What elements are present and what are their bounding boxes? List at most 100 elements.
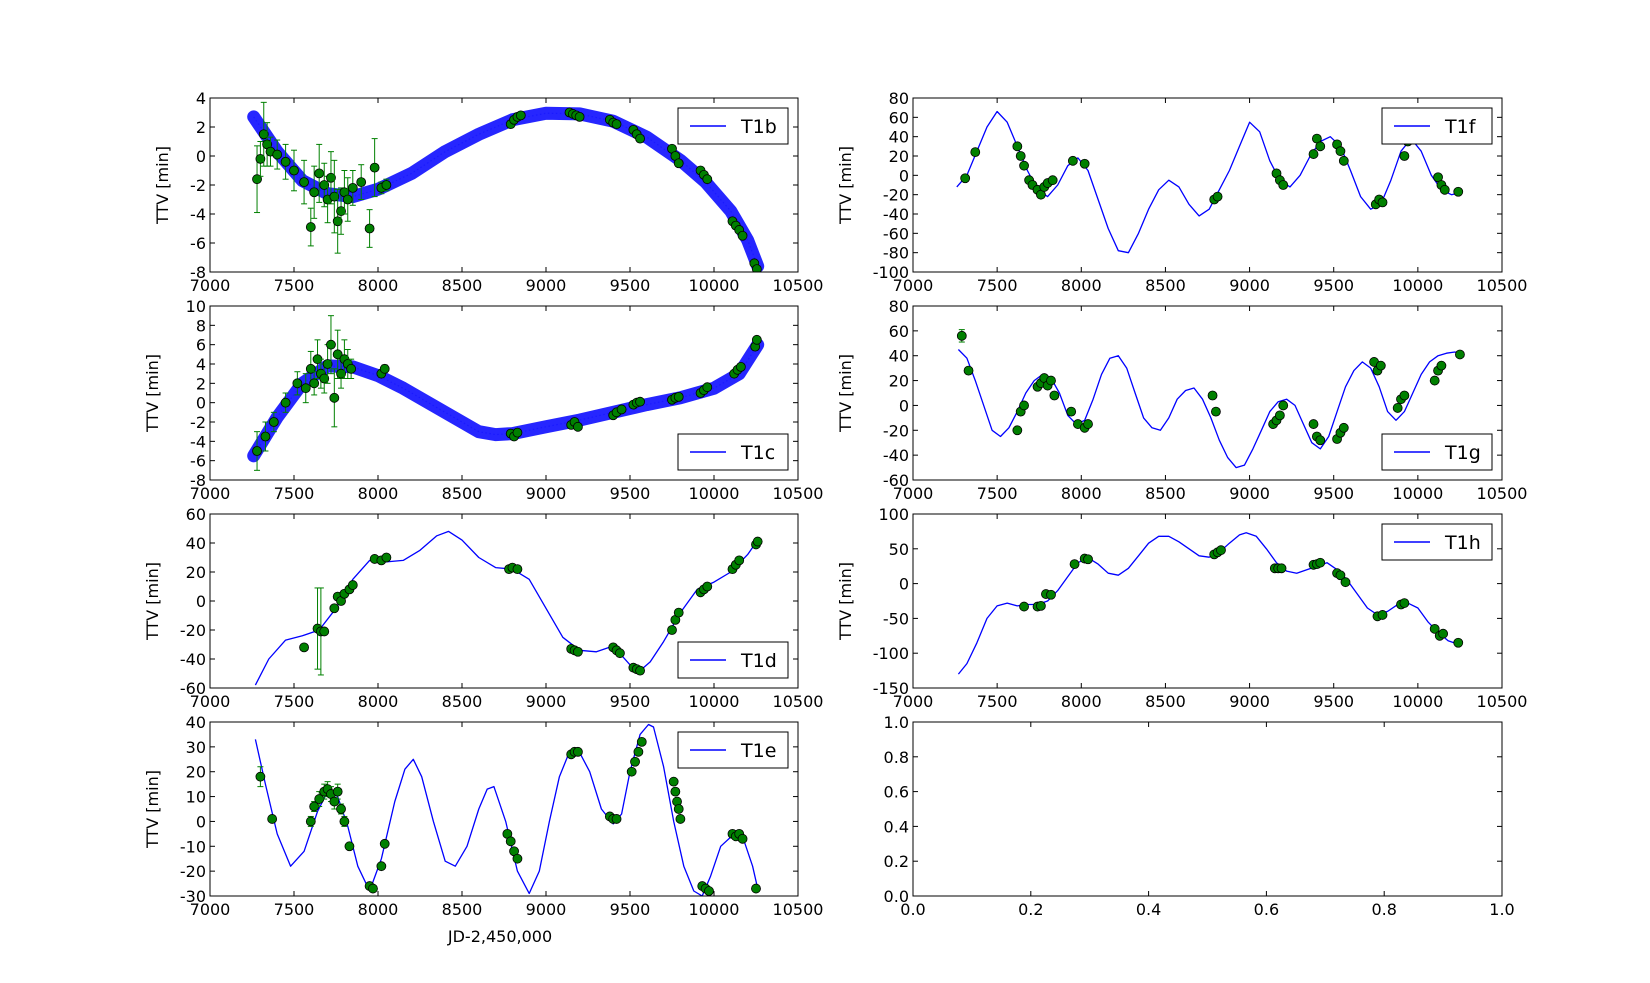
data-point bbox=[1338, 422, 1349, 433]
x-tick-label: 8500 bbox=[1145, 692, 1186, 711]
data-point bbox=[956, 329, 967, 343]
data-marker bbox=[1340, 577, 1351, 588]
data-point bbox=[314, 791, 325, 808]
x-tick-label: 7000 bbox=[893, 484, 934, 503]
data-marker bbox=[1377, 197, 1388, 208]
y-tick-label: 0.6 bbox=[884, 783, 909, 802]
x-tick-label: 0.4 bbox=[1136, 900, 1161, 919]
data-point bbox=[1315, 141, 1326, 152]
x-tick-label: 10000 bbox=[1392, 484, 1443, 503]
legend: T1e bbox=[677, 731, 789, 769]
data-point bbox=[347, 580, 358, 590]
data-marker bbox=[1308, 149, 1319, 159]
y-tick-label: 60 bbox=[889, 322, 909, 341]
data-marker bbox=[737, 230, 748, 241]
data-marker bbox=[1019, 160, 1029, 171]
data-marker bbox=[258, 129, 269, 140]
data-marker bbox=[319, 373, 330, 384]
y-tick-label: 2 bbox=[196, 118, 206, 137]
data-point bbox=[1276, 563, 1287, 574]
data-marker bbox=[704, 886, 714, 896]
data-marker bbox=[305, 222, 316, 232]
y-axis-label: TTV [min] bbox=[153, 146, 172, 225]
axes-frame bbox=[912, 513, 1503, 689]
data-point bbox=[1335, 146, 1346, 157]
data-marker bbox=[1274, 410, 1285, 421]
plot-area bbox=[957, 532, 1464, 675]
data-marker bbox=[636, 736, 647, 747]
data-marker bbox=[1278, 180, 1289, 190]
data-marker bbox=[1399, 390, 1410, 401]
y-tick-label: -6 bbox=[190, 452, 206, 471]
data-point bbox=[751, 883, 761, 894]
data-point bbox=[381, 552, 392, 563]
data-marker bbox=[280, 156, 291, 167]
y-tick-label: -2 bbox=[190, 413, 206, 432]
data-point bbox=[252, 431, 262, 471]
y-tick-label: 0.0 bbox=[884, 887, 909, 906]
data-point bbox=[611, 119, 622, 129]
plot-area bbox=[254, 723, 761, 896]
data-point bbox=[635, 665, 645, 676]
data-marker bbox=[1392, 403, 1403, 413]
legend-label: T1g bbox=[1444, 442, 1481, 464]
data-marker bbox=[1046, 589, 1056, 600]
x-tick-label: 7000 bbox=[190, 692, 231, 711]
x-tick-label: 7000 bbox=[190, 900, 231, 919]
data-point bbox=[1278, 180, 1289, 190]
data-point bbox=[280, 143, 291, 180]
data-point bbox=[1429, 623, 1440, 634]
data-point bbox=[751, 264, 762, 272]
data-point bbox=[1046, 589, 1056, 600]
data-point bbox=[668, 776, 679, 787]
data-marker bbox=[1453, 637, 1464, 648]
y-tick-label: 60 bbox=[889, 108, 909, 127]
x-tick-label: 7500 bbox=[977, 276, 1018, 295]
y-tick-label: -60 bbox=[883, 224, 909, 243]
data-point bbox=[309, 371, 320, 396]
data-marker bbox=[1453, 186, 1464, 197]
data-marker bbox=[1211, 406, 1221, 417]
x-tick-label: 9500 bbox=[610, 484, 651, 503]
data-marker bbox=[336, 804, 346, 814]
data-marker bbox=[1083, 554, 1093, 565]
data-point bbox=[573, 421, 583, 432]
data-point bbox=[1439, 184, 1450, 195]
x-tick-label: 9000 bbox=[526, 484, 567, 503]
legend-label: T1b bbox=[740, 116, 777, 138]
data-point bbox=[1012, 425, 1023, 436]
data-point bbox=[1315, 557, 1326, 568]
data-marker bbox=[1315, 435, 1326, 446]
y-tick-label: 2 bbox=[196, 374, 206, 393]
data-marker bbox=[1216, 545, 1226, 556]
y-axis-label: TTV [min] bbox=[836, 146, 855, 225]
data-marker bbox=[960, 173, 971, 184]
y-tick-label: 6 bbox=[196, 336, 206, 355]
data-marker bbox=[635, 396, 645, 407]
y-tick-label: -50 bbox=[883, 609, 909, 628]
x-tick-label: 9000 bbox=[1229, 276, 1270, 295]
data-marker bbox=[633, 746, 644, 757]
data-point bbox=[635, 133, 645, 144]
data-marker bbox=[1049, 390, 1060, 401]
data-marker bbox=[1338, 422, 1349, 433]
y-tick-label: 0 bbox=[899, 396, 909, 415]
data-marker bbox=[574, 111, 585, 122]
plot-area bbox=[956, 329, 1465, 469]
data-marker bbox=[1046, 375, 1056, 386]
data-point bbox=[734, 555, 745, 566]
legend-label: T1e bbox=[740, 740, 776, 762]
data-point bbox=[1438, 628, 1448, 639]
panel-t1h: 7000 7500 8000 8500 9000 9500 10000 10500 -150 -1… bbox=[836, 505, 1527, 711]
data-point bbox=[1375, 360, 1386, 371]
data-point bbox=[1315, 435, 1326, 446]
data-marker bbox=[573, 421, 583, 432]
plot-area bbox=[247, 101, 765, 272]
data-marker bbox=[356, 177, 367, 188]
x-tick-label: 10500 bbox=[1477, 276, 1528, 295]
data-point bbox=[573, 646, 583, 657]
y-tick-label: -60 bbox=[180, 679, 206, 698]
legend-label: T1f bbox=[1444, 116, 1477, 138]
data-marker bbox=[381, 552, 392, 563]
data-point bbox=[615, 648, 625, 659]
